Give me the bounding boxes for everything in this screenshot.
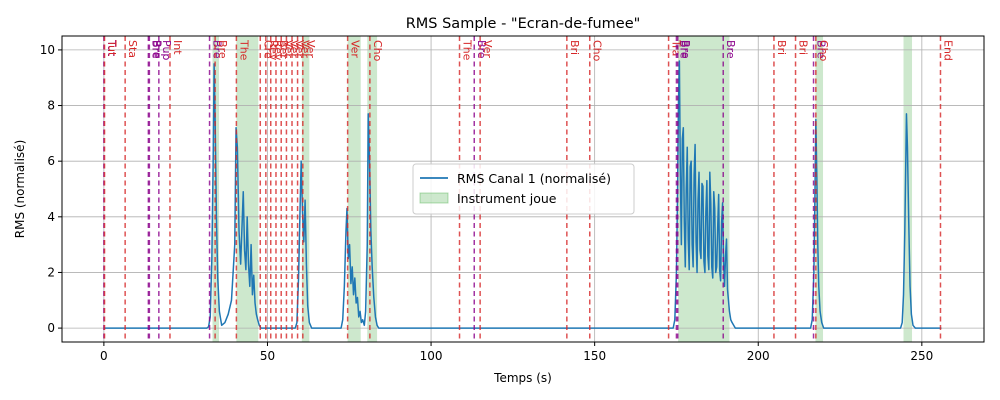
shaded-region-1 [236,36,259,342]
marker-label-7: Bre [211,40,224,59]
legend: RMS Canal 1 (normalisé) Instrument joue [412,163,635,215]
marker-label-4: Bre [150,40,163,59]
y-tick-label-3: 6 [47,154,55,168]
marker-label-24: Bri [568,40,581,55]
y-tick-label-5: 10 [40,43,55,57]
marker-label-30: Bri [775,40,788,55]
x-tick-label-4: 200 [747,349,770,363]
x-tick-label-0: 0 [100,349,108,363]
marker-label-19: Ver [349,40,362,58]
axis-ticks: 0 50 100 150 200 250 0 2 4 6 8 10 [40,43,934,363]
y-tick-label-2: 4 [47,210,55,224]
legend-label-rms: RMS Canal 1 (normalisé) [457,171,611,186]
x-tick-label-2: 100 [420,349,443,363]
marker-label-31: Bri [797,40,810,55]
marker-label-8: Bre [216,40,229,59]
marker-label-29: Bre [724,40,737,59]
marker-label-32: Bre [815,40,828,59]
marker-label-25: Cho [591,40,604,62]
x-axis-label: Temps (s) [493,371,552,385]
marker-label-27: Bre [677,40,690,59]
x-tick-label-3: 150 [583,349,606,363]
marker-label-22: Bre [475,40,488,59]
marker-label-9: The [237,39,250,61]
shaded-region-2 [301,36,310,342]
y-axis-label: RMS (normalisé) [13,140,27,239]
marker-label-20: Cho [371,40,384,62]
y-tick-label-0: 0 [47,321,55,335]
shaded-region-3 [347,36,361,342]
marker-label-34: End [941,40,954,61]
marker-label-2: Sta [126,40,139,58]
marker-label-23: Ver [481,40,494,58]
legend-shade-swatch [419,192,449,204]
marker-label-6: Int [171,40,184,55]
x-tick-label-1: 50 [260,349,275,363]
x-tick-label-5: 250 [910,349,933,363]
y-tick-label-1: 2 [47,265,55,279]
shaded-region-4 [367,36,378,342]
marker-label-1: Tut [106,39,119,57]
y-tick-label-4: 8 [47,99,55,113]
marker-label-18: Ver [304,40,317,58]
legend-box [412,163,635,215]
marker-label-17: Ver [299,40,312,58]
marker-label-21: The [461,39,474,61]
marker-label-5: Pup [160,40,173,60]
legend-label-instrument: Instrument joue [457,191,557,206]
marker-label-33: Cho [817,40,830,62]
marker-label-28: Bre [679,40,692,59]
plot-frame [61,35,985,343]
marker-label-0: Tut [105,39,118,57]
shaded-region-6 [815,36,824,342]
chart-title: RMS Sample - "Ecran-de-fumee" [406,16,641,32]
